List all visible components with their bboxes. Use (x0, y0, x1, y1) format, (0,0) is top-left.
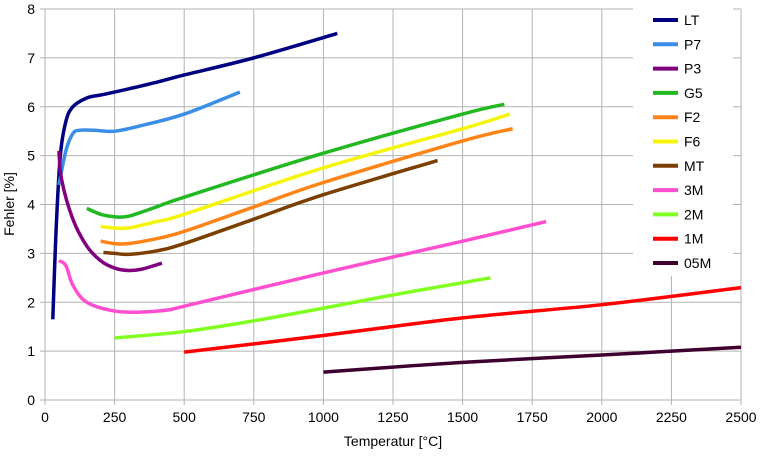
y-tick-label: 4 (27, 197, 35, 213)
x-tick-label: 250 (103, 409, 127, 425)
series-line-f2 (100, 127, 514, 246)
y-tick-label: 0 (27, 392, 35, 408)
legend-background (633, 6, 733, 276)
series-lines (51, 31, 742, 374)
series-line-05m (323, 345, 742, 374)
legend-label: MT (684, 158, 705, 174)
y-tick-label: 5 (27, 148, 35, 164)
y-tick-label: 8 (27, 1, 35, 17)
y-axis-label: Fehler [%] (1, 172, 17, 236)
legend-label: 2M (684, 206, 703, 222)
series-line-p7 (57, 90, 241, 186)
axes: 0 250 500 750 1000 1250 1500 1750 2000 2250 2500 0 1… (27, 1, 757, 425)
x-tick-label: 2500 (725, 409, 756, 425)
series-line-2m (114, 276, 491, 340)
x-tick-label: 500 (173, 409, 197, 425)
legend-label: 1M (684, 231, 703, 247)
legend-label: F6 (684, 134, 701, 150)
x-tick-label: 0 (41, 409, 49, 425)
legend-label: P3 (684, 61, 701, 77)
legend-label: 3M (684, 182, 703, 198)
legend: LT P7 P3 G5 F2 F6 MT 3M 2M 1M 05M (653, 12, 711, 271)
y-tick-label: 1 (27, 343, 35, 359)
x-tick-label: 750 (242, 409, 266, 425)
x-tick-label: 1750 (517, 409, 548, 425)
x-tick-label: 1250 (377, 409, 408, 425)
series-line-1m (183, 285, 742, 354)
y-tick-label: 3 (27, 245, 35, 261)
series-line-mt (103, 158, 439, 257)
x-tick-label: 1500 (447, 409, 478, 425)
series-line-p3 (57, 150, 163, 273)
series-line-lt (51, 31, 338, 320)
y-tick-label: 2 (27, 294, 35, 310)
y-tick-label: 6 (27, 99, 35, 115)
legend-label: F2 (684, 109, 701, 125)
x-tick-label: 1000 (308, 409, 339, 425)
legend-label: G5 (684, 85, 703, 101)
x-tick-label: 2000 (586, 409, 617, 425)
x-tick-label: 2250 (656, 409, 687, 425)
series-line-f6 (100, 112, 511, 231)
y-tick-label: 7 (27, 50, 35, 66)
legend-label: 05M (684, 255, 711, 271)
legend-label: P7 (684, 36, 701, 52)
series-line-3m (57, 219, 547, 315)
grid (40, 6, 742, 405)
x-axis-label: Temperatur [°C] (344, 433, 442, 449)
legend-label: LT (684, 12, 700, 28)
series-line-g5 (86, 102, 505, 219)
